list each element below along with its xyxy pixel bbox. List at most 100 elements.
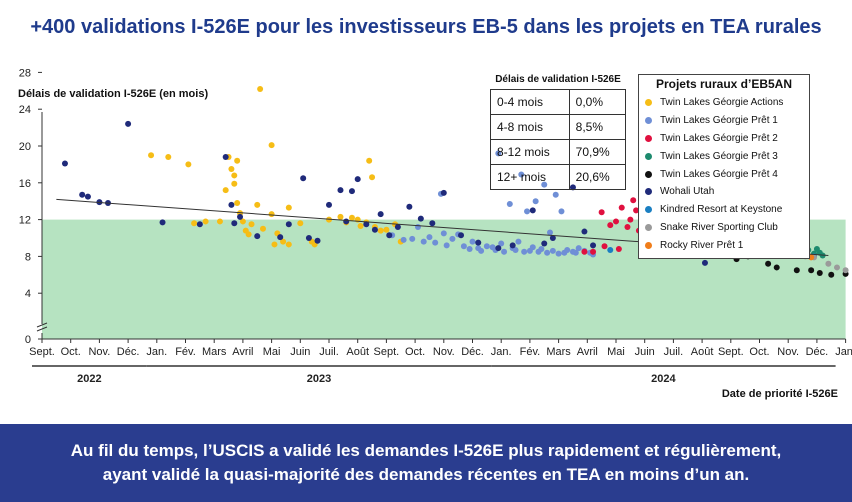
- data-point: [222, 187, 229, 194]
- data-point: [501, 248, 508, 255]
- data-point: [443, 242, 450, 249]
- x-tick-label: Juin: [635, 346, 655, 358]
- range-cell: 8-12 mois: [490, 139, 570, 165]
- data-point: [343, 218, 350, 225]
- data-point: [558, 208, 565, 215]
- x-tick-label: Jan.: [491, 346, 512, 358]
- x-tick-label: Nov.: [88, 346, 110, 358]
- data-point: [546, 229, 553, 236]
- x-tick-label: Avril: [577, 346, 598, 358]
- legend-label: Twin Lakes Géorgie Prêt 1: [660, 115, 778, 127]
- data-point: [440, 230, 447, 237]
- y-tick-label: 12: [19, 215, 31, 227]
- legend-item: Snake River Sporting Club: [639, 219, 809, 237]
- x-tick-label: Juil.: [664, 346, 684, 358]
- data-point: [793, 267, 800, 274]
- data-point: [613, 218, 619, 225]
- data-point: [825, 260, 832, 267]
- percent-cell: 8,5%: [568, 114, 627, 140]
- x-tick-label: Sept.: [374, 346, 400, 358]
- data-point: [271, 241, 278, 248]
- data-point: [828, 271, 835, 278]
- data-point: [61, 160, 68, 167]
- data-point: [469, 238, 476, 245]
- percent-cell: 0,0%: [568, 89, 627, 115]
- data-point: [590, 248, 597, 255]
- table-row: 8-12 mois 70,9%: [490, 139, 627, 165]
- legend-label: Twin Lakes Géorgie Prêt 4: [660, 168, 778, 180]
- data-point: [532, 198, 539, 205]
- table-row: 4-8 mois 8,5%: [490, 114, 627, 140]
- data-point: [84, 193, 91, 200]
- legend-item: Rocky River Prêt 1: [639, 236, 809, 254]
- data-point: [842, 267, 849, 274]
- data-point: [552, 191, 559, 198]
- data-point: [254, 233, 261, 240]
- year-label: 2023: [307, 373, 331, 385]
- legend-label: Twin Lakes Géorgie Prêt 2: [660, 132, 778, 144]
- data-point: [268, 142, 275, 149]
- data-point: [231, 180, 238, 187]
- data-point: [529, 207, 536, 214]
- data-point: [165, 154, 172, 161]
- data-point: [483, 243, 490, 250]
- legend-label: Kindred Resort at Keystone: [660, 204, 783, 216]
- data-point: [432, 239, 439, 246]
- x-tick-label: Déc.: [806, 346, 829, 358]
- data-point: [231, 172, 238, 179]
- data-point: [429, 220, 436, 227]
- data-point: [630, 197, 637, 204]
- legend-label: Twin Lakes Géorgie Actions: [660, 97, 784, 109]
- y-tick-label: 8: [25, 251, 31, 263]
- x-tick-label: Jan.: [146, 346, 167, 358]
- legend-label: Snake River Sporting Club: [660, 221, 778, 233]
- x-tick-label: Juil.: [319, 346, 339, 358]
- data-point: [371, 226, 378, 233]
- legend-label: Twin Lakes Géorgie Prêt 3: [660, 150, 778, 162]
- data-point: [478, 247, 485, 254]
- data-point: [394, 223, 401, 230]
- x-tick-label: Déc.: [117, 346, 140, 358]
- data-point: [228, 166, 235, 172]
- data-point: [607, 246, 614, 253]
- data-point: [549, 247, 556, 254]
- x-tick-label: Sept.: [29, 346, 55, 358]
- data-point: [598, 209, 605, 216]
- data-point: [414, 223, 421, 230]
- x-tick-label: Mars: [546, 346, 571, 358]
- data-point: [366, 157, 373, 164]
- data-point: [475, 239, 482, 246]
- x-tick-label: Mai: [263, 346, 281, 358]
- data-point: [377, 211, 384, 218]
- legend-label: Wohali Utah: [660, 186, 715, 198]
- legend-title: Projets ruraux d’EB5AN: [655, 77, 793, 91]
- data-point: [285, 241, 292, 248]
- footer-line-1: Au fil du temps, l’USCIS a validé les de…: [70, 441, 782, 460]
- x-tick-label: Avril: [232, 346, 253, 358]
- data-point: [624, 223, 631, 230]
- data-point: [466, 246, 473, 253]
- legend-marker: [645, 223, 652, 231]
- data-point: [460, 243, 467, 250]
- data-point: [506, 200, 513, 207]
- data-point: [125, 120, 132, 127]
- x-tick-label: Nov.: [433, 346, 455, 358]
- y-tick-label: 4: [25, 288, 31, 300]
- data-point: [191, 220, 198, 227]
- data-point: [383, 226, 390, 233]
- data-point: [816, 269, 823, 276]
- data-point: [449, 235, 456, 242]
- legend-marker: [645, 134, 652, 142]
- data-point: [348, 188, 355, 195]
- data-point: [529, 244, 536, 251]
- data-point: [314, 237, 321, 244]
- data-point: [369, 174, 376, 181]
- x-tick-label: Août: [346, 346, 369, 358]
- x-tick-label: Oct.: [405, 346, 425, 358]
- range-cell: 0-4 mois: [490, 89, 570, 115]
- y-tick-label: 16: [19, 178, 31, 190]
- x-tick-label: Juin: [290, 346, 310, 358]
- x-axis-label: Date de priorité I-526E: [722, 388, 838, 400]
- data-point: [581, 248, 588, 255]
